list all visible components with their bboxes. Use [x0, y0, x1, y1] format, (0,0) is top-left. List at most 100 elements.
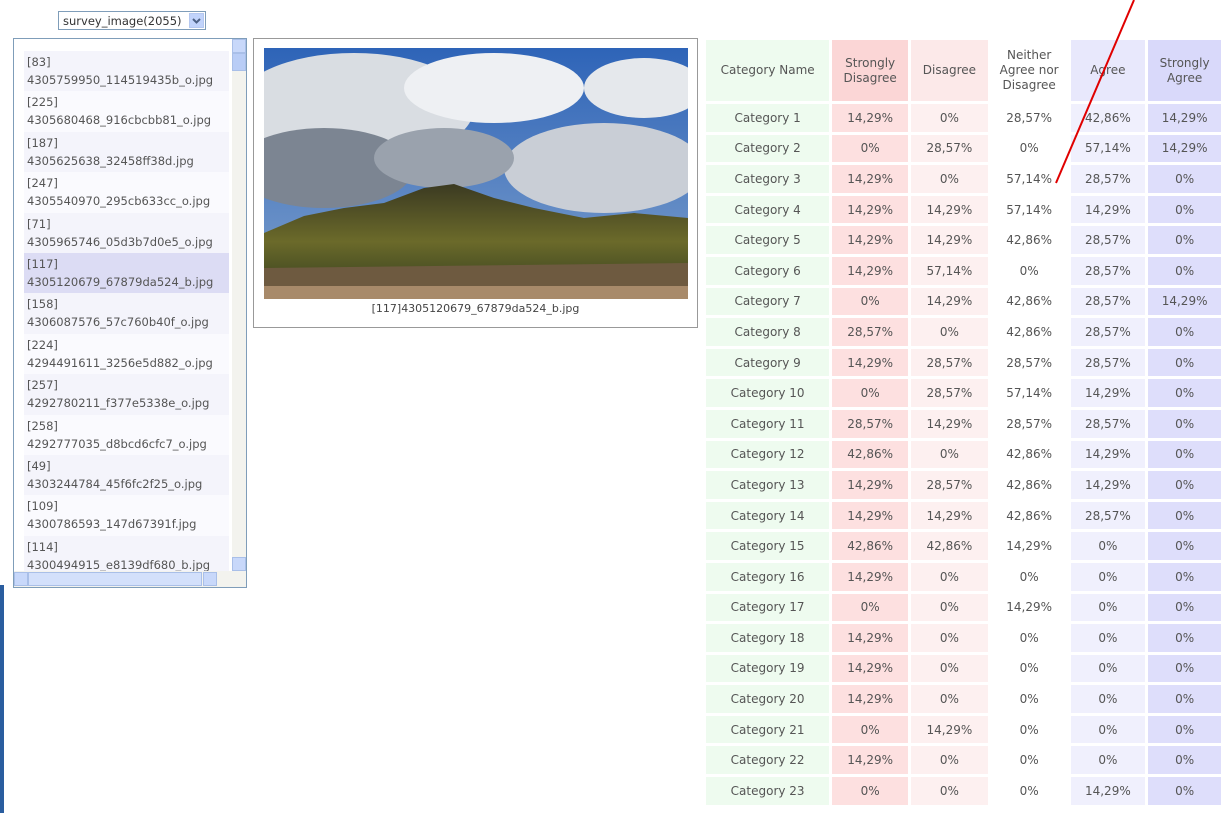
- list-item[interactable]: [258]4292777035_d8bcd6cfc7_o.jpg: [24, 415, 229, 455]
- scroll-left[interactable]: [14, 572, 28, 586]
- percent-cell: 0%: [1071, 746, 1146, 774]
- percent-cell: 14,29%: [1071, 379, 1146, 407]
- table-row: Category 114,29%0%28,57%42,86%14,29%: [706, 104, 1221, 132]
- percent-cell: 57,14%: [1071, 135, 1146, 163]
- percent-cell: 28,57%: [1071, 226, 1146, 254]
- percent-cell: 0%: [1148, 349, 1221, 377]
- item-file: 4305680468_916cbcbb81_o.jpg: [27, 111, 226, 129]
- category-name: Category 3: [706, 165, 829, 193]
- percent-cell: 0%: [991, 257, 1068, 285]
- percent-cell: 0%: [911, 563, 988, 591]
- percent-cell: 0%: [911, 594, 988, 622]
- percent-cell: 14,29%: [832, 257, 908, 285]
- percent-cell: 28,57%: [1071, 502, 1146, 530]
- item-file: 4305120679_67879da524_b.jpg: [27, 273, 226, 291]
- list-item[interactable]: [83]4305759950_114519435b_o.jpg: [24, 51, 229, 91]
- percent-cell: 14,29%: [832, 104, 908, 132]
- percent-cell: 0%: [911, 104, 988, 132]
- percent-cell: 28,57%: [1071, 318, 1146, 346]
- column-header: Neither Agree nor Disagree: [991, 40, 1068, 101]
- percent-cell: 0%: [1071, 685, 1146, 713]
- percent-cell: 0%: [1071, 563, 1146, 591]
- image-list[interactable]: [83]4305759950_114519435b_o.jpg[225]4305…: [13, 38, 247, 588]
- percent-cell: 28,57%: [991, 104, 1068, 132]
- item-id: [158]: [27, 295, 226, 313]
- percent-cell: 42,86%: [991, 226, 1068, 254]
- list-items: [83]4305759950_114519435b_o.jpg[225]4305…: [24, 51, 229, 576]
- percent-cell: 0%: [991, 777, 1068, 805]
- list-item[interactable]: [187]4305625638_32458ff38d.jpg: [24, 132, 229, 172]
- category-name: Category 20: [706, 685, 829, 713]
- percent-cell: 14,29%: [1071, 196, 1146, 224]
- item-id: [49]: [27, 457, 226, 475]
- item-id: [247]: [27, 174, 226, 192]
- list-item[interactable]: [257]4292780211_f377e5338e_o.jpg: [24, 374, 229, 414]
- scroll-up[interactable]: [232, 39, 246, 53]
- percent-cell: 0%: [991, 624, 1068, 652]
- item-file: 4305965746_05d3b7d0e5_o.jpg: [27, 233, 226, 251]
- list-item[interactable]: [158]4306087576_57c760b40f_o.jpg: [24, 293, 229, 333]
- item-id: [224]: [27, 336, 226, 354]
- percent-cell: 14,29%: [1071, 471, 1146, 499]
- percent-cell: 57,14%: [991, 379, 1068, 407]
- horizontal-scrollbar[interactable]: [14, 571, 246, 587]
- percent-cell: 14,29%: [832, 349, 908, 377]
- percent-cell: 14,29%: [911, 196, 988, 224]
- percent-cell: 42,86%: [991, 288, 1068, 316]
- percent-cell: 0%: [1148, 685, 1221, 713]
- percent-cell: 0%: [1148, 594, 1221, 622]
- scroll-thumb[interactable]: [232, 53, 246, 71]
- vertical-scrollbar[interactable]: [232, 39, 246, 571]
- percent-cell: 0%: [911, 624, 988, 652]
- percent-cell: 0%: [991, 135, 1068, 163]
- scroll-right[interactable]: [203, 572, 217, 586]
- scroll-thumb[interactable]: [28, 572, 202, 586]
- list-item[interactable]: [224]4294491611_3256e5d882_o.jpg: [24, 334, 229, 374]
- list-item[interactable]: [49]4303244784_45f6fc2f25_o.jpg: [24, 455, 229, 495]
- list-item[interactable]: [71]4305965746_05d3b7d0e5_o.jpg: [24, 213, 229, 253]
- dropdown-button[interactable]: [189, 13, 204, 28]
- percent-cell: 0%: [1148, 410, 1221, 438]
- percent-cell: 0%: [1071, 532, 1146, 560]
- item-file: 4303244784_45f6fc2f25_o.jpg: [27, 475, 226, 493]
- category-name: Category 16: [706, 563, 829, 591]
- list-item[interactable]: [247]4305540970_295cb633cc_o.jpg: [24, 172, 229, 212]
- percent-cell: 0%: [911, 746, 988, 774]
- dropdown[interactable]: survey_image(2055): [58, 11, 206, 30]
- column-header: Disagree: [911, 40, 988, 101]
- item-id: [117]: [27, 255, 226, 273]
- percent-cell: 14,29%: [991, 594, 1068, 622]
- percent-cell: 0%: [1148, 502, 1221, 530]
- percent-cell: 14,29%: [832, 655, 908, 683]
- page: survey_image(2055) [83]4305759950_114519…: [0, 0, 1224, 813]
- category-name: Category 13: [706, 471, 829, 499]
- table-row: Category 100%28,57%57,14%14,29%0%: [706, 379, 1221, 407]
- percent-cell: 57,14%: [991, 196, 1068, 224]
- percent-cell: 14,29%: [1071, 777, 1146, 805]
- category-name: Category 15: [706, 532, 829, 560]
- item-id: [83]: [27, 53, 226, 71]
- percent-cell: 28,57%: [911, 135, 988, 163]
- category-name: Category 22: [706, 746, 829, 774]
- percent-cell: 0%: [832, 716, 908, 744]
- percent-cell: 28,57%: [1071, 165, 1146, 193]
- list-item[interactable]: [225]4305680468_916cbcbb81_o.jpg: [24, 91, 229, 131]
- table-row: Category 170%0%14,29%0%0%: [706, 594, 1221, 622]
- item-id: [71]: [27, 215, 226, 233]
- item-file: 4300786593_147d67391f.jpg: [27, 515, 226, 533]
- scroll-down[interactable]: [232, 557, 246, 571]
- table-row: Category 828,57%0%42,86%28,57%0%: [706, 318, 1221, 346]
- list-item[interactable]: [117]4305120679_67879da524_b.jpg: [24, 253, 229, 293]
- percent-cell: 28,57%: [832, 410, 908, 438]
- list-item[interactable]: [109]4300786593_147d67391f.jpg: [24, 495, 229, 535]
- percent-cell: 0%: [991, 685, 1068, 713]
- item-file: 4305759950_114519435b_o.jpg: [27, 71, 226, 89]
- percent-cell: 14,29%: [832, 563, 908, 591]
- column-header: Strongly Disagree: [832, 40, 908, 101]
- percent-cell: 0%: [1148, 716, 1221, 744]
- item-file: 4292780211_f377e5338e_o.jpg: [27, 394, 226, 412]
